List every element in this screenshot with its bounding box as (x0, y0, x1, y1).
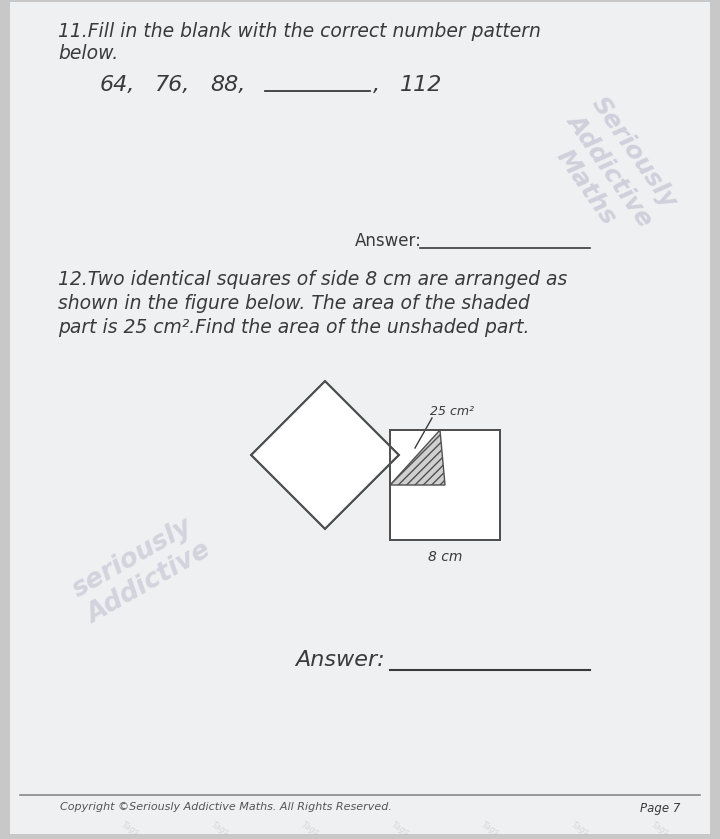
Polygon shape (390, 430, 445, 485)
Text: Tags: Tags (480, 821, 500, 838)
Text: Copyright ©Seriously Addictive Maths. All Rights Reserved.: Copyright ©Seriously Addictive Maths. Al… (60, 802, 392, 812)
Polygon shape (251, 381, 399, 529)
Text: ,: , (373, 75, 380, 95)
Text: 88,: 88, (210, 75, 246, 95)
Text: Tags: Tags (300, 821, 320, 838)
Text: below.: below. (58, 44, 118, 63)
Text: 12.Two identical squares of side 8 cm are arranged as: 12.Two identical squares of side 8 cm ar… (58, 270, 567, 289)
Text: Tags: Tags (570, 821, 590, 838)
Text: 64,: 64, (100, 75, 135, 95)
Text: shown in the figure below. The area of the shaded: shown in the figure below. The area of t… (58, 294, 530, 313)
Text: 8 cm: 8 cm (428, 550, 462, 564)
Bar (390, 430, 500, 540)
Text: Page 7: Page 7 (639, 802, 680, 815)
Text: 76,: 76, (155, 75, 190, 95)
Text: 11.Fill in the blank with the correct number pattern: 11.Fill in the blank with the correct nu… (58, 22, 541, 41)
Text: seriously
Addictive: seriously Addictive (68, 511, 216, 629)
Text: Seriously
Addictive
Maths: Seriously Addictive Maths (538, 92, 682, 248)
Text: Tags: Tags (120, 821, 140, 838)
Bar (390, 430, 500, 540)
Text: Tags: Tags (390, 821, 410, 838)
Text: Answer:: Answer: (355, 232, 422, 250)
Text: part is 25 cm².Find the area of the unshaded part.: part is 25 cm².Find the area of the unsh… (58, 318, 529, 337)
Text: 112: 112 (400, 75, 442, 95)
Text: Answer:: Answer: (295, 650, 384, 670)
Text: 25 cm²: 25 cm² (430, 405, 474, 418)
Text: Tags: Tags (649, 821, 670, 838)
Text: Tags: Tags (210, 821, 230, 838)
